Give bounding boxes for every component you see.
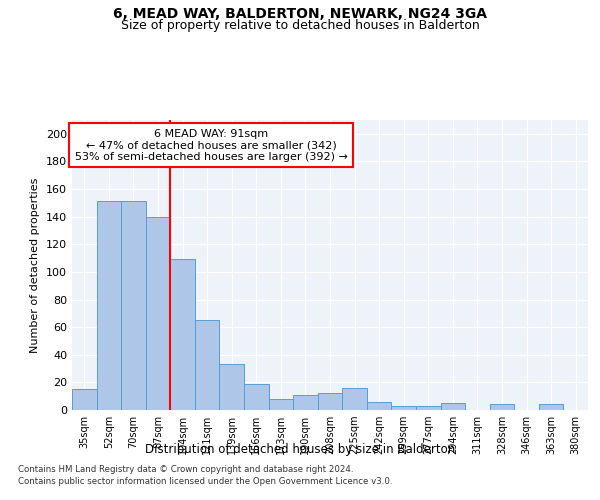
Bar [244, 384, 269, 410]
Bar [220, 364, 244, 410]
Bar [539, 404, 563, 410]
Text: 6 MEAD WAY: 91sqm
← 47% of detached houses are smaller (342)
53% of semi-detache: 6 MEAD WAY: 91sqm ← 47% of detached hous… [75, 128, 348, 162]
Bar [170, 260, 195, 410]
Bar [269, 399, 293, 410]
Bar [72, 390, 97, 410]
Bar [416, 406, 440, 410]
Bar [342, 388, 367, 410]
Bar [367, 402, 391, 410]
Bar [391, 406, 416, 410]
Bar [97, 202, 121, 410]
Text: Distribution of detached houses by size in Balderton: Distribution of detached houses by size … [145, 442, 455, 456]
Bar [318, 394, 342, 410]
Bar [293, 395, 318, 410]
Text: Contains public sector information licensed under the Open Government Licence v3: Contains public sector information licen… [18, 478, 392, 486]
Bar [146, 216, 170, 410]
Bar [121, 202, 146, 410]
Text: Size of property relative to detached houses in Balderton: Size of property relative to detached ho… [121, 18, 479, 32]
Bar [440, 403, 465, 410]
Text: 6, MEAD WAY, BALDERTON, NEWARK, NG24 3GA: 6, MEAD WAY, BALDERTON, NEWARK, NG24 3GA [113, 8, 487, 22]
Text: Contains HM Land Registry data © Crown copyright and database right 2024.: Contains HM Land Registry data © Crown c… [18, 465, 353, 474]
Bar [490, 404, 514, 410]
Y-axis label: Number of detached properties: Number of detached properties [31, 178, 40, 352]
Bar [195, 320, 220, 410]
